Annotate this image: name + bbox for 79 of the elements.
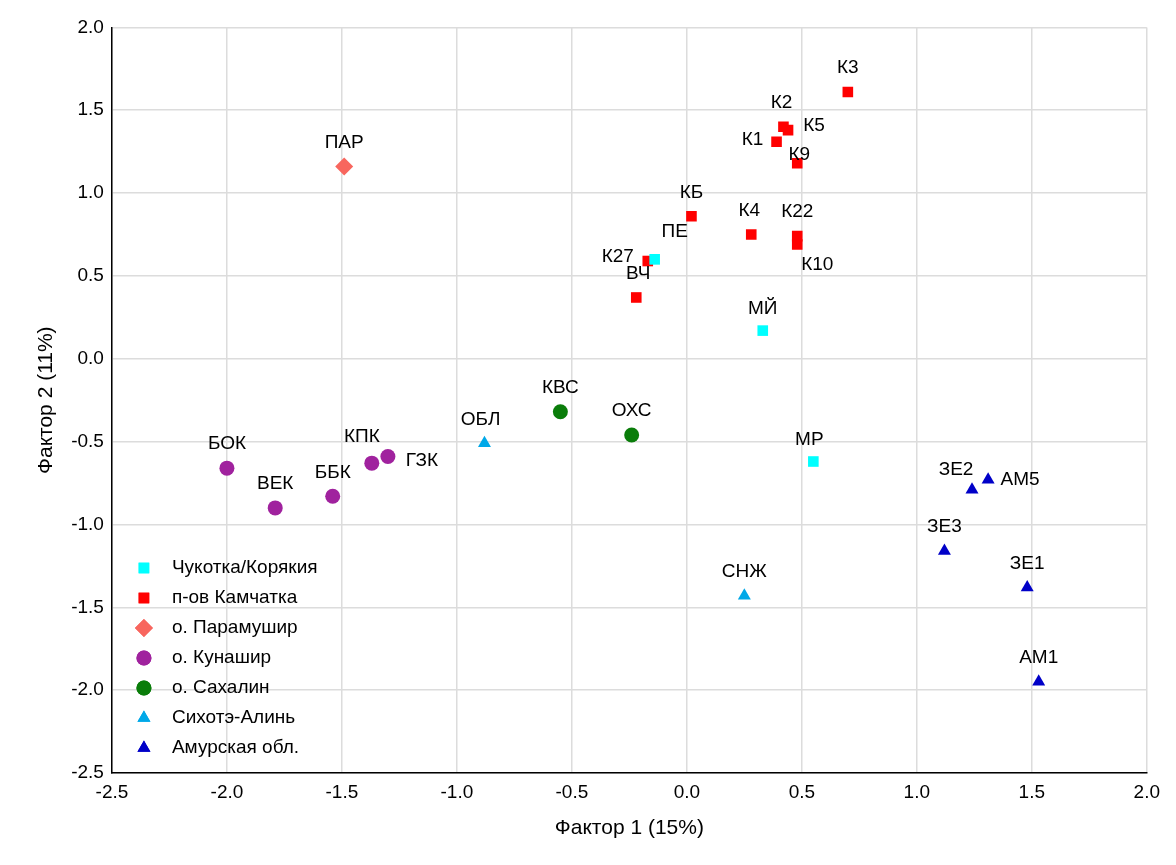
x-axis-title: Фактор 1 (15%) [554,815,704,839]
annotation: К1 [741,127,764,149]
y-tick-label: -1.5 [71,595,104,617]
y-tick-label: 1.5 [77,98,104,120]
point [1032,674,1046,686]
x-tick-label: 2.0 [1133,780,1160,802]
annotation: ПАР [324,130,364,152]
y-tick-label: -1.0 [71,512,104,534]
legend-label: п-ов Камчатка [171,586,298,608]
point [219,460,235,476]
point [686,210,697,222]
annotation: ПЕ [661,219,688,241]
y-tick-label: 0.5 [77,264,104,286]
x-tick-label: -2.5 [95,780,129,802]
legend-label: о. Кунашир [171,646,272,668]
legend-label: о. Парамушир [171,616,298,638]
annotation: К4 [738,198,761,220]
point [630,292,642,303]
annotation: МР [795,427,824,449]
point [624,427,640,443]
point [737,588,751,600]
x-tick-label: 0.0 [673,780,701,802]
point [981,472,995,484]
x-tick-label: 1.5 [1018,780,1046,802]
annotation: ББК [314,460,351,482]
annotation: МЙ [748,296,778,318]
point [808,456,819,467]
annotation: К5 [803,114,825,136]
annotation: К3 [837,56,859,78]
y-axis-title: Фактор 2 (11%) [33,326,57,475]
annotation: ЗЕ3 [927,515,962,537]
x-tick-label: -1.0 [440,780,474,802]
annotation: КБ [679,180,704,202]
point [1020,579,1034,592]
annotation: ОБЛ [460,407,501,429]
point [745,229,757,240]
annotation: АМ5 [1000,467,1040,489]
y-tick-label: -2.5 [71,761,104,783]
x-tick-label: 1.0 [903,780,931,802]
y-tick-label: 2.0 [77,15,104,37]
point [937,543,951,555]
x-tick-label: 0.5 [788,780,816,802]
annotation: ЗЕ2 [938,457,974,479]
annotation: КВС [541,376,579,398]
point [477,435,491,448]
point [649,254,660,265]
annotation: К10 [801,252,834,274]
point [552,404,568,420]
point [380,449,396,465]
legend-label: Чукотка/Корякия [171,556,318,578]
annotation: БОК [207,432,246,454]
annotation: АМ1 [1019,646,1059,668]
point [335,157,354,176]
point [364,455,380,471]
x-tick-label: -0.5 [555,780,589,802]
y-tick-label: -2.0 [71,678,104,700]
y-tick-label: 0.0 [77,347,104,369]
annotation: К22 [781,200,814,222]
point [325,488,341,504]
point [757,325,769,336]
annotation: К9 [788,143,811,165]
annotation: ВЕК [257,472,294,494]
annotation: СНЖ [721,559,768,581]
annotation: КПК [343,425,380,447]
point [965,482,979,494]
annotation: ГЗК [405,448,439,470]
annotation: ЗЕ1 [1009,551,1045,573]
point [267,500,283,516]
annotation: К2 [770,91,793,113]
y-tick-label: -0.5 [71,429,104,451]
x-tick-label: -1.5 [325,780,359,802]
x-tick-label: -2.0 [210,780,244,802]
legend-label: Амурская обл. [171,736,300,758]
point [791,239,803,250]
y-tick-label: 1.0 [77,181,104,203]
annotation: ОХС [611,399,652,421]
legend-label: Сихотэ-Алинь [171,706,296,728]
legend-label: о. Сахалин [171,676,270,698]
point [771,136,782,148]
